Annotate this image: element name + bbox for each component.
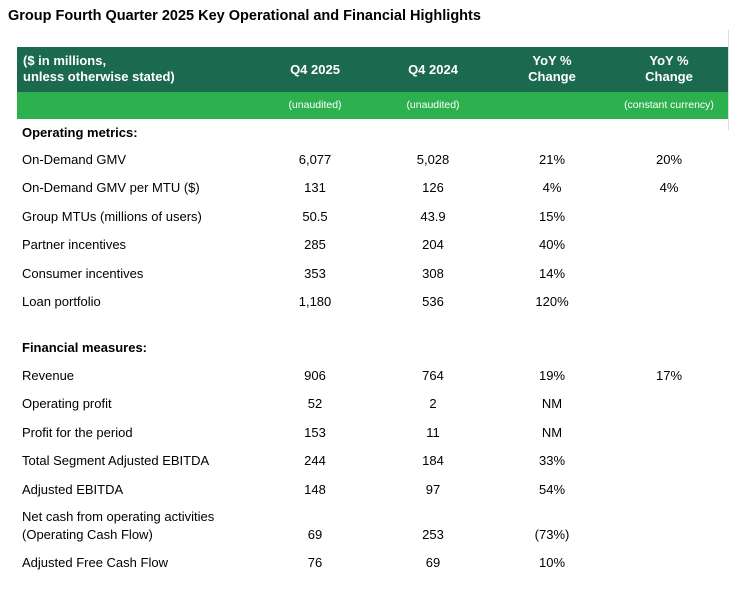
- header-yoy-line1: YoY %: [532, 53, 572, 68]
- row-label: Adjusted Free Cash Flow: [22, 555, 168, 570]
- header-yoy-cc: YoY % Change: [645, 53, 693, 85]
- cell-q4-2024: 97: [425, 482, 441, 497]
- row-label-line2: (Operating Cash Flow): [22, 527, 153, 542]
- cell-q4-2025: 76: [307, 555, 323, 570]
- cell-q4-2024: 764: [422, 368, 444, 383]
- cell-yoy-cc: 20%: [655, 152, 683, 167]
- cell-yoy: 14%: [538, 266, 566, 281]
- cell-q4-2024: 184: [422, 453, 444, 468]
- cell-yoy: 54%: [538, 482, 566, 497]
- cell-yoy: (73%): [534, 527, 570, 542]
- row-label: Adjusted EBITDA: [22, 482, 124, 497]
- cell-q4-2025: 244: [304, 453, 326, 468]
- header-yoycc-line2: Change: [645, 69, 693, 84]
- cell-q4-2024: 253: [422, 527, 444, 542]
- cell-q4-2024: 126: [422, 180, 444, 195]
- page-title: Group Fourth Quarter 2025 Key Operationa…: [8, 8, 481, 24]
- row-label: Consumer incentives: [22, 266, 144, 281]
- cell-q4-2025: 50.5: [302, 209, 328, 224]
- cell-yoy: 40%: [538, 237, 566, 252]
- header-q4-2024: Q4 2024: [408, 62, 458, 77]
- cell-yoy-cc: 4%: [659, 180, 679, 195]
- header-yoy: YoY % Change: [528, 53, 576, 85]
- cell-q4-2025: 148: [304, 482, 326, 497]
- cell-q4-2024: 204: [422, 237, 444, 252]
- cell-q4-2025: 285: [304, 237, 326, 252]
- table-header: ($ in millions, unless otherwise stated) …: [17, 47, 728, 92]
- cell-q4-2024: 11: [426, 425, 440, 440]
- row-label: Loan portfolio: [22, 294, 101, 309]
- row-label: On-Demand GMV: [22, 152, 127, 167]
- section-title: Operating metrics:: [22, 125, 138, 140]
- header-units-line2: unless otherwise stated): [23, 69, 175, 84]
- cell-yoy: 19%: [538, 368, 566, 383]
- cell-q4-2024: 536: [422, 294, 444, 309]
- sub-q4-2024: (unaudited): [406, 99, 460, 111]
- cell-q4-2024: 5,028: [416, 152, 450, 167]
- cell-yoy: 33%: [538, 453, 566, 468]
- row-label: Net cash from operating activities: [22, 509, 215, 524]
- cell-q4-2025: 52: [307, 396, 323, 411]
- row-label: Group MTUs (millions of users): [22, 209, 202, 224]
- cell-q4-2025: 1,180: [298, 294, 332, 309]
- cell-yoy: 4%: [542, 180, 562, 195]
- cell-q4-2025: 69: [307, 527, 323, 542]
- header-yoycc-line1: YoY %: [649, 53, 689, 68]
- section-title: Financial measures:: [22, 340, 147, 355]
- cell-yoy: NM: [541, 396, 563, 411]
- cell-yoy: NM: [541, 425, 563, 440]
- cell-q4-2024: 69: [425, 555, 441, 570]
- header-units-line1: ($ in millions,: [23, 53, 107, 68]
- sub-yoy-cc: (constant currency): [624, 99, 714, 111]
- cell-yoy: 120%: [535, 294, 569, 309]
- cell-q4-2025: 6,077: [298, 152, 332, 167]
- cell-q4-2025: 353: [304, 266, 326, 281]
- cell-yoy: 15%: [538, 209, 566, 224]
- table-subheader: (unaudited) (unaudited) (constant curren…: [17, 92, 728, 119]
- cell-q4-2024: 43.9: [420, 209, 446, 224]
- cell-q4-2025: 906: [304, 368, 326, 383]
- cell-yoy: 10%: [538, 555, 566, 570]
- header-yoy-line2: Change: [528, 69, 576, 84]
- cell-q4-2024: 308: [422, 266, 444, 281]
- row-label: Partner incentives: [22, 237, 127, 252]
- row-label: Revenue: [22, 368, 75, 383]
- sub-q4-2025: (unaudited): [288, 99, 342, 111]
- header-units: ($ in millions, unless otherwise stated): [23, 53, 175, 85]
- cell-q4-2025: 153: [304, 425, 326, 440]
- row-label: Profit for the period: [22, 425, 133, 440]
- header-q4-2025: Q4 2025: [290, 62, 340, 77]
- cell-q4-2025: 131: [304, 180, 326, 195]
- row-label: Operating profit: [22, 396, 112, 411]
- divider: [728, 30, 729, 130]
- cell-yoy: 21%: [538, 152, 566, 167]
- cell-yoy-cc: 17%: [655, 368, 683, 383]
- row-label: Total Segment Adjusted EBITDA: [22, 453, 210, 468]
- cell-q4-2024: 2: [429, 396, 437, 411]
- row-label: On-Demand GMV per MTU ($): [22, 180, 200, 195]
